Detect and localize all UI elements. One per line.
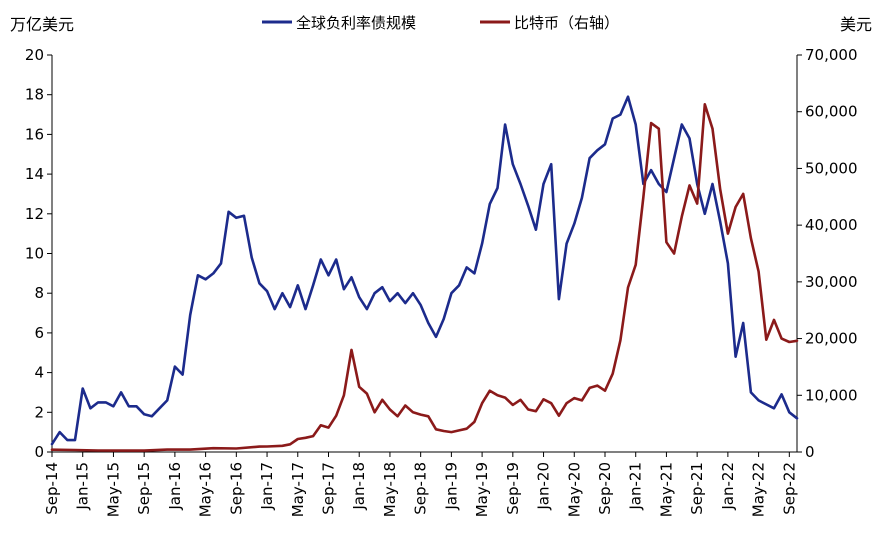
x-tick-label: Sep-17 xyxy=(319,462,337,515)
left-tick-label: 12 xyxy=(25,205,44,223)
x-tick-label: Jan-16 xyxy=(166,462,184,511)
x-tick-label: May-15 xyxy=(104,462,122,517)
right-tick-label: 50,000 xyxy=(805,159,858,177)
x-tick-label: Jan-17 xyxy=(258,462,276,511)
legend-label-bitcoin: 比特币（右轴） xyxy=(514,14,619,32)
right-tick-label: 30,000 xyxy=(805,273,858,291)
x-tick-label: Jan-15 xyxy=(74,462,92,511)
x-tick-label: Jan-20 xyxy=(535,462,553,511)
x-tick-label: May-19 xyxy=(473,462,491,517)
right-tick-label: 10,000 xyxy=(805,386,858,404)
right-tick-label: 40,000 xyxy=(805,216,858,234)
x-tick-label: Sep-22 xyxy=(780,462,798,515)
right-tick-label: 0 xyxy=(805,443,815,461)
left-tick-label: 6 xyxy=(34,324,44,342)
left-tick-label: 20 xyxy=(25,46,44,64)
left-tick-label: 16 xyxy=(25,125,44,143)
left-tick-label: 8 xyxy=(34,284,44,302)
x-tick-label: Sep-18 xyxy=(412,462,430,515)
negative-yield-debt-line xyxy=(50,95,799,446)
x-tick-label: Jan-22 xyxy=(719,462,737,511)
left-tick-label: 14 xyxy=(25,165,44,183)
left-tick-label: 10 xyxy=(25,245,44,263)
x-tick-label: Jan-18 xyxy=(350,462,368,511)
right-tick-label: 20,000 xyxy=(805,330,858,348)
x-tick-label: Sep-20 xyxy=(596,462,614,515)
right-tick-label: 60,000 xyxy=(805,103,858,121)
left-tick-label: 18 xyxy=(25,86,44,104)
legend-label-negative-yield-debt: 全球负利率债规模 xyxy=(296,14,416,32)
x-tick-label: May-16 xyxy=(197,462,215,517)
x-tick-label: Sep-19 xyxy=(504,462,522,515)
x-tick-label: May-20 xyxy=(565,462,583,517)
x-tick-label: Sep-15 xyxy=(135,462,153,515)
x-tick-label: May-17 xyxy=(289,462,307,517)
left-tick-label: 2 xyxy=(34,403,44,421)
x-tick-label: Jan-21 xyxy=(627,462,645,511)
x-tick-label: May-18 xyxy=(381,462,399,517)
right-axis-title: 美元 xyxy=(840,15,872,34)
right-tick-label: 70,000 xyxy=(805,46,858,64)
left-tick-label: 4 xyxy=(34,364,44,382)
legend: 全球负利率债规模 比特币（右轴） xyxy=(262,14,619,32)
x-tick-label: May-21 xyxy=(657,462,675,517)
x-tick-label: Sep-14 xyxy=(43,462,61,515)
x-tick-label: Sep-16 xyxy=(227,462,245,515)
x-tick-label: Sep-21 xyxy=(688,462,706,515)
left-tick-label: 0 xyxy=(34,443,44,461)
x-tick-label: May-22 xyxy=(750,462,768,517)
x-tick-label: Jan-19 xyxy=(442,462,460,511)
left-axis-title: 万亿美元 xyxy=(10,15,74,34)
bitcoin-price-line xyxy=(50,103,799,452)
